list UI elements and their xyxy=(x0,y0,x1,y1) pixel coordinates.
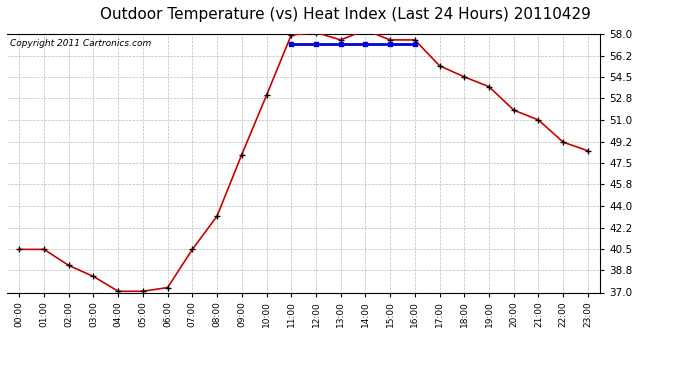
Text: Outdoor Temperature (vs) Heat Index (Last 24 Hours) 20110429: Outdoor Temperature (vs) Heat Index (Las… xyxy=(99,8,591,22)
Text: Copyright 2011 Cartronics.com: Copyright 2011 Cartronics.com xyxy=(10,39,151,48)
